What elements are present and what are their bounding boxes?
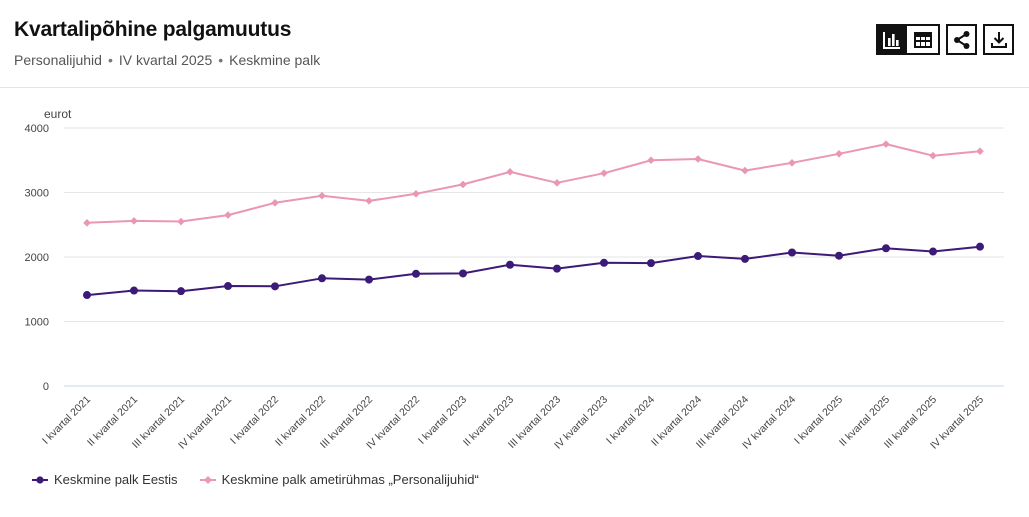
chart-view-button[interactable] [876,24,907,55]
data-point-2 [741,166,749,175]
data-point-1 [694,252,702,261]
chart-subtitle: Personalijuhid • IV kvartal 2025 • Keskmine … [14,52,320,68]
legend-marker-circle [32,475,48,484]
chart-title: Kvartalipõhine palgamuutus [14,18,292,41]
data-point-2 [271,199,279,207]
data-point-1 [83,291,91,300]
y-tick-label: 3000 [25,188,49,200]
table-view-button[interactable] [907,24,940,55]
data-point-1 [224,282,232,291]
subtitle-period: IV kvartal 2025 [118,52,213,68]
legend-item-estonia[interactable]: Keskmine palk Eestis [32,472,178,487]
legend-item-occupation[interactable]: Keskmine palk ametirühmas „Personalijuhi… [199,472,479,487]
data-point-1 [553,264,561,273]
subtitle-separator: • [107,52,113,68]
bar-chart-icon [882,31,900,49]
data-point-1 [835,251,843,260]
download-button[interactable] [983,24,1014,55]
data-point-1 [788,248,796,257]
y-tick-label: 0 [43,381,49,393]
header-divider [0,87,1029,88]
data-point-2 [694,155,702,163]
subtitle-separator: • [218,52,224,68]
data-point-2 [224,211,232,219]
data-point-1 [365,275,373,284]
y-tick-label: 2000 [25,252,49,264]
download-icon [990,31,1007,48]
data-point-2 [882,140,890,148]
data-point-2 [177,217,185,226]
data-point-1 [130,286,138,295]
y-axis-label: eurot [44,107,72,121]
data-point-2 [130,217,138,225]
data-point-1 [600,258,608,267]
series-line-1 [86,245,981,297]
legend-label: Keskmine palk Eestis [54,472,178,487]
data-point-1 [647,259,655,268]
data-point-2 [365,197,373,205]
legend-label: Keskmine palk ametirühmas „Personalijuhi… [221,472,479,487]
subtitle-metric: Keskmine palk [229,52,321,68]
data-point-1 [882,244,890,253]
data-point-2 [647,156,655,165]
data-point-2 [318,191,326,200]
y-tick-label: 1000 [25,317,49,329]
data-point-1 [318,274,326,283]
data-point-2 [506,168,514,176]
share-button[interactable] [946,24,977,55]
data-point-2 [976,147,984,156]
data-point-2 [553,179,561,187]
data-point-2 [835,150,843,158]
data-point-1 [741,254,749,263]
data-point-2 [83,219,91,227]
share-icon [953,30,969,49]
data-point-1 [271,282,279,291]
y-tick-label: 4000 [25,123,49,135]
table-icon [913,31,932,48]
legend-marker-diamond [199,475,216,484]
view-toggle [876,24,940,55]
data-point-1 [506,260,514,269]
data-point-2 [929,151,937,160]
data-point-1 [976,242,984,251]
chart-header: Kvartalipõhine palgamuutus Personalijuhi… [14,18,320,68]
series-line-2 [86,143,981,224]
data-point-2 [459,180,467,189]
data-point-1 [177,287,185,296]
data-point-2 [412,189,420,198]
subtitle-occupation: Personalijuhid [14,52,102,68]
chart-toolbar [876,24,1014,55]
data-point-2 [600,169,608,177]
data-point-2 [788,159,796,167]
data-point-1 [929,247,937,256]
data-point-1 [459,269,467,278]
chart-legend: Keskmine palk Eestis Keskmine palk ameti… [32,472,479,487]
data-point-1 [412,269,420,278]
